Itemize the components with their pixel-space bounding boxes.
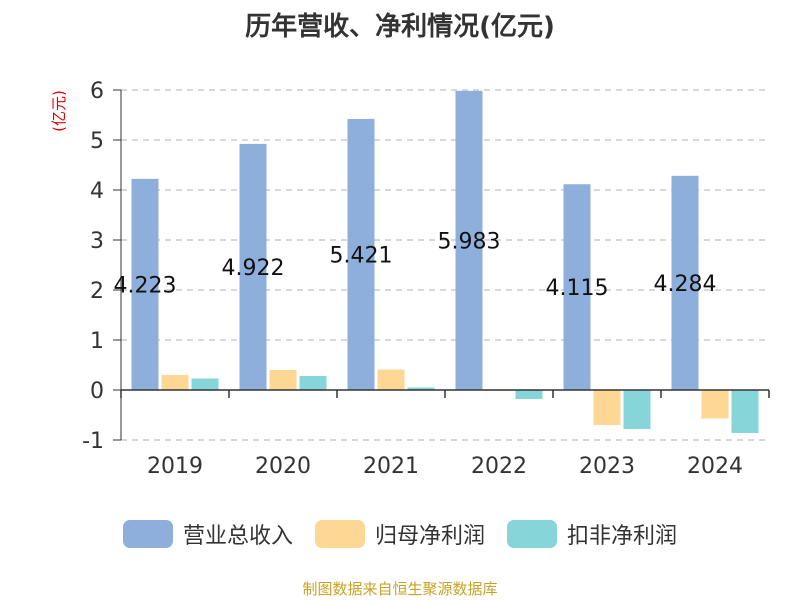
legend-item-revenue[interactable]: 营业总收入 bbox=[122, 518, 293, 550]
x-tick-label: 2021 bbox=[363, 454, 419, 479]
bar-2023-s0 bbox=[563, 184, 591, 390]
legend-swatch-net-profit bbox=[314, 520, 365, 548]
source-note: 制图数据来自恒生聚源数据库 bbox=[302, 580, 498, 598]
y-tick-label: 0 bbox=[90, 379, 104, 404]
legend-label-revenue: 营业总收入 bbox=[182, 524, 293, 549]
bar-2020-s1 bbox=[269, 370, 297, 390]
bar-2024-s2 bbox=[731, 390, 759, 433]
y-tick-label: 6 bbox=[90, 79, 104, 104]
y-tick-label: 3 bbox=[90, 229, 104, 254]
bar-2022-s2 bbox=[515, 390, 543, 399]
y-tick-label: 4 bbox=[90, 179, 104, 204]
bar-2021-s2 bbox=[407, 387, 435, 390]
x-tick-label: 2022 bbox=[471, 454, 527, 479]
bar-2019-s0 bbox=[131, 178, 159, 390]
legend-label-net-profit: 归母净利润 bbox=[374, 524, 485, 549]
legend-item-net-profit[interactable]: 归母净利润 bbox=[314, 518, 485, 550]
bar-2024-s0 bbox=[671, 175, 699, 390]
legend-item-deducted-net-profit[interactable]: 扣非净利润 bbox=[507, 518, 677, 550]
legend-label-deducted-net-profit: 扣非净利润 bbox=[567, 524, 678, 549]
x-tick-label: 2020 bbox=[255, 454, 311, 479]
data-label: 4.922 bbox=[222, 256, 285, 281]
bar-2019-s1 bbox=[161, 375, 189, 390]
bar-2019-s2 bbox=[191, 378, 219, 390]
legend-swatch-revenue bbox=[122, 520, 173, 548]
bar-2023-s1 bbox=[593, 390, 621, 425]
data-label: 5.421 bbox=[330, 243, 393, 268]
legend: 营业总收入 归母净利润 扣非净利润 bbox=[0, 518, 800, 550]
bar-2023-s2 bbox=[623, 390, 651, 429]
y-tick-label: 1 bbox=[90, 329, 104, 354]
bar-2021-s1 bbox=[377, 369, 405, 390]
bar-2020-s0 bbox=[239, 143, 267, 390]
legend-swatch-deducted-net-profit bbox=[507, 520, 557, 548]
data-label: 4.115 bbox=[546, 276, 609, 301]
bar-2024-s1 bbox=[701, 390, 729, 419]
bar-2022-s0 bbox=[455, 90, 483, 390]
bar-2020-s2 bbox=[299, 376, 327, 390]
bar-2021-s0 bbox=[347, 118, 375, 390]
y-tick-label: -1 bbox=[82, 429, 104, 454]
x-tick-label: 2024 bbox=[687, 454, 743, 479]
x-tick-label: 2019 bbox=[147, 454, 203, 479]
y-tick-label: 5 bbox=[90, 129, 104, 154]
y-tick-label: 2 bbox=[90, 279, 104, 304]
chart-title: 历年营收、净利情况(亿元) bbox=[245, 12, 555, 42]
data-label: 4.223 bbox=[114, 273, 177, 298]
x-tick-label: 2023 bbox=[579, 454, 635, 479]
data-label: 5.983 bbox=[438, 229, 501, 254]
data-label: 4.284 bbox=[654, 272, 717, 297]
